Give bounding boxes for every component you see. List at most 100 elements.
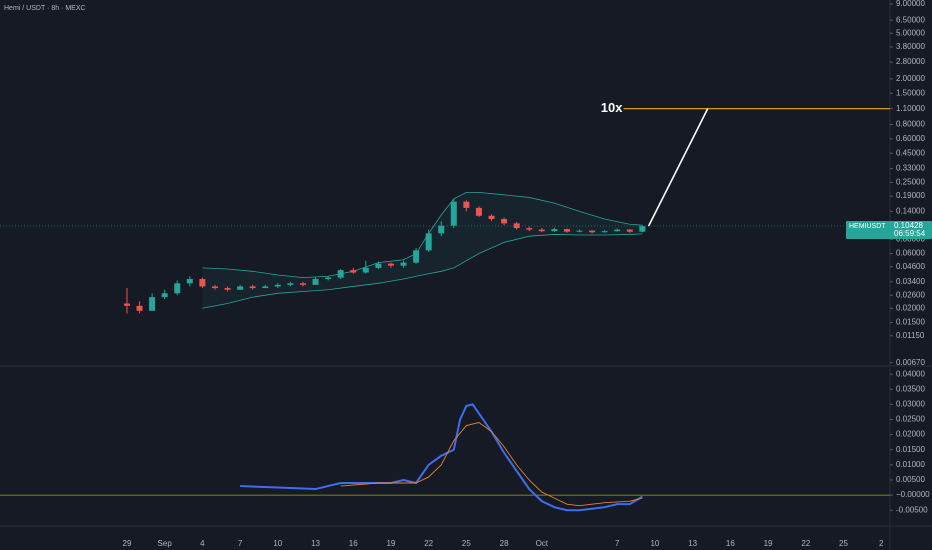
x-tick-label: 19 [386, 539, 395, 548]
candle-body [501, 219, 508, 224]
y-tick-label: 0.02500 [896, 415, 925, 424]
candle-body [350, 270, 357, 273]
x-tick-label: 29 [123, 539, 132, 548]
y-tick-label: 1.50000 [896, 88, 925, 97]
candle-body [563, 229, 570, 232]
x-tick-label: 22 [801, 539, 810, 548]
x-tick-label: 4 [200, 539, 205, 548]
y-tick-label: 0.00670 [896, 358, 925, 367]
x-tick-label: 22 [424, 539, 433, 548]
indicator-line [340, 422, 643, 507]
y-tick-label: 9.00000 [896, 0, 925, 8]
y-tick-label: 0.03500 [896, 384, 925, 393]
candle-body [425, 233, 432, 251]
y-tick-label: 0.01500 [896, 445, 925, 454]
x-tick-label: 13 [311, 539, 320, 548]
y-tick-label: 0.04000 [896, 369, 925, 378]
y-tick-label: 0.03400 [896, 277, 925, 286]
x-tick-label: 16 [349, 539, 358, 548]
candle-body [224, 288, 231, 290]
candle-body [312, 278, 319, 285]
band-line [202, 191, 643, 279]
y-tick-label: 0.14000 [896, 206, 925, 215]
band-line [202, 233, 643, 309]
y-tick-label: 0.01150 [896, 331, 925, 340]
y-tick-label: 0.45000 [896, 148, 925, 157]
candle-body [325, 277, 332, 279]
candle-body [211, 286, 218, 289]
y-tick-label: 0.33000 [896, 164, 925, 173]
y-tick-label: 0.01500 [896, 318, 925, 327]
price-tag [846, 221, 932, 240]
y-tick-label: 0.00500 [896, 475, 925, 484]
x-tick-label: 7 [238, 539, 243, 548]
y-tick-label: 3.80000 [896, 42, 925, 51]
y-tick-label: -0.00500 [896, 505, 928, 514]
x-tick-label: 10 [650, 539, 659, 548]
candle-body [626, 229, 633, 232]
candle-body [475, 207, 482, 216]
y-tick-label: 0.19000 [896, 191, 925, 200]
x-tick-label: 25 [839, 539, 848, 548]
candle-body [450, 201, 457, 226]
x-tick-label: 25 [462, 539, 471, 548]
y-tick-label: 0.60000 [896, 134, 925, 143]
x-tick-label: Oct [536, 539, 549, 548]
y-tick-label: 0.01000 [896, 460, 925, 469]
projection-line [647, 108, 709, 227]
x-tick-label: 7 [615, 539, 620, 548]
candle-body [639, 226, 646, 232]
candle-body [488, 215, 495, 220]
y-tick-label: 0.02000 [896, 430, 925, 439]
candle-body [123, 303, 130, 306]
x-tick-label: 16 [726, 539, 735, 548]
candle-body [174, 283, 181, 294]
candle-body [526, 228, 533, 230]
y-tick-label: 0.06000 [896, 249, 925, 258]
band-fill [202, 192, 643, 309]
candle-body [551, 229, 558, 232]
x-tick-label: Sep [158, 539, 173, 548]
x-tick-label: 10 [273, 539, 282, 548]
candle-body [413, 250, 420, 263]
candle-body [136, 305, 143, 311]
y-tick-label: 5.00000 [896, 28, 925, 37]
chart-title: Hemi / USDT · 8h · MEXC [4, 5, 86, 12]
y-tick-label: 2.80000 [896, 57, 925, 66]
candle-body [161, 293, 168, 298]
candle-body [262, 286, 269, 289]
countdown: 06:59:54 [894, 229, 926, 238]
candle-body [199, 278, 206, 287]
candle-body [186, 278, 193, 284]
y-tick-label: 0.02600 [896, 290, 925, 299]
candle-body [601, 231, 608, 233]
y-tick-label: 1.10000 [896, 104, 925, 113]
candle-body [400, 262, 407, 266]
candle-body [438, 225, 445, 234]
y-tick-label: −0.00000 [896, 490, 930, 499]
x-tick-label: 2 [879, 539, 884, 548]
y-tick-label: 0.80000 [896, 120, 925, 129]
candle-body [299, 283, 306, 285]
candle-body [362, 267, 369, 273]
candle-body [249, 286, 256, 289]
y-tick-label: 0.02000 [896, 303, 925, 312]
candle-body [287, 283, 294, 285]
y-tick-label: 0.25000 [896, 178, 925, 187]
candle-body [576, 230, 583, 232]
candle-body [589, 230, 596, 233]
y-tick-label: 0.04600 [896, 262, 925, 271]
candle-body [463, 201, 470, 208]
y-tick-label: 2.00000 [896, 74, 925, 83]
candle-body [149, 297, 156, 311]
x-tick-label: 13 [688, 539, 697, 548]
candle-body [387, 263, 394, 266]
candle-body [237, 286, 244, 290]
price-value: 0.10428 [894, 221, 923, 230]
candle-body [337, 270, 344, 278]
y-tick-label: 6.50000 [896, 15, 925, 24]
candle-body [614, 229, 621, 232]
y-tick-label: 0.03000 [896, 400, 925, 409]
